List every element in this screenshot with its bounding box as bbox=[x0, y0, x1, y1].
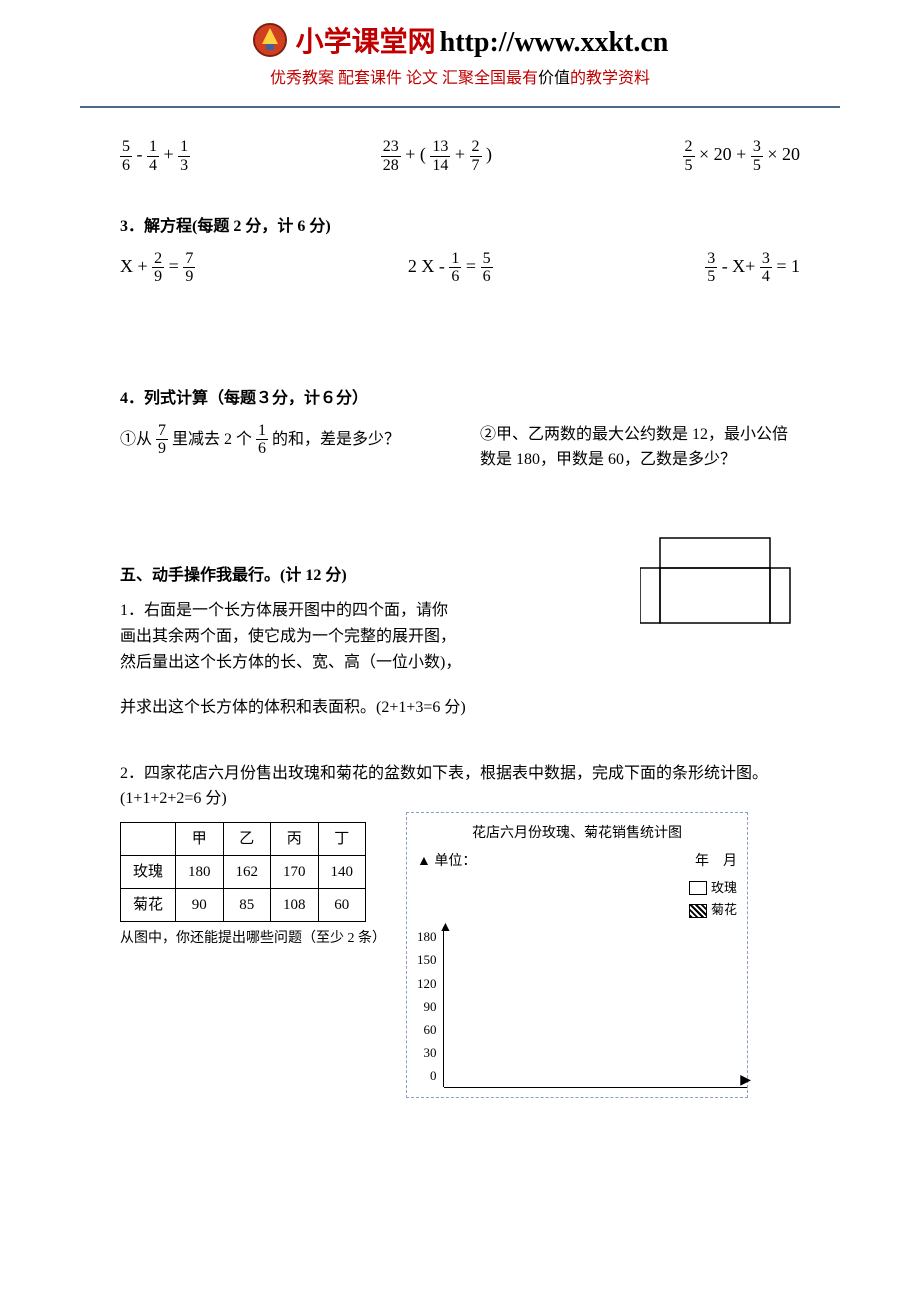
header-divider bbox=[80, 106, 840, 108]
eq-b: 2 X - 16 = 56 bbox=[408, 250, 493, 286]
header-title: 小学课堂网 http://www.xxkt.cn bbox=[296, 20, 669, 60]
eq-c: 35 - X+ 34 = 1 bbox=[705, 250, 800, 286]
expr-a: 56 - 14 + 13 bbox=[120, 138, 190, 174]
section-4-title: 4．列式计算（每题３分，计６分） bbox=[120, 386, 800, 412]
table-cell bbox=[121, 822, 176, 855]
bar-chart-template: 花店六月份玫瑰、菊花销售统计图 ▲ 单位： 年 月 玫瑰 菊花 180 150 … bbox=[406, 812, 748, 1098]
y-arrow-icon: ▲ bbox=[417, 854, 431, 869]
expression-row-1: 56 - 14 + 13 2328 + ( 1314 + 27 ) 25 × 2… bbox=[120, 138, 800, 174]
q5-1-l2: 画出其余两个面，使它成为一个完整的展开图， bbox=[120, 624, 620, 650]
table-cell: 丙 bbox=[271, 822, 319, 855]
y-arrowhead-icon: ▲ bbox=[439, 917, 453, 939]
table-row: 玫瑰 180 162 170 140 bbox=[121, 855, 366, 888]
table-cell: 乙 bbox=[223, 822, 271, 855]
page-header: 小学课堂网 http://www.xxkt.cn 优秀教案 配套课件 论文 汇聚… bbox=[0, 0, 920, 98]
table-cell: 85 bbox=[223, 888, 271, 921]
q4-1: ①从 79 里减去 2 个 16 的和，差是多少？ bbox=[120, 422, 440, 473]
eq-a: X + 29 = 79 bbox=[120, 250, 195, 286]
expr-c: 25 × 20 + 35 × 20 bbox=[683, 138, 800, 174]
q5-1-l1: 1．右面是一个长方体展开图中的四个面，请你 bbox=[120, 598, 620, 624]
table-cell: 甲 bbox=[176, 822, 224, 855]
table-cell: 180 bbox=[176, 855, 224, 888]
table-cell: 162 bbox=[223, 855, 271, 888]
x-arrowhead-icon: ▶ bbox=[740, 1070, 751, 1092]
section-3-title: 3．解方程(每题 2 分，计 6 分) bbox=[120, 214, 800, 240]
flower-data-table: 甲 乙 丙 丁 玫瑰 180 162 170 140 菊花 90 85 108 bbox=[120, 822, 366, 922]
table-cell: 菊花 bbox=[121, 888, 176, 921]
y-axis-ticks: 180 150 120 90 60 30 0 bbox=[417, 927, 443, 1087]
legend-rose-label: 玫瑰 bbox=[711, 878, 737, 899]
q5-2-note: 从图中，你还能提出哪些问题（至少 2 条） bbox=[120, 928, 386, 950]
page-content: 56 - 14 + 13 2328 + ( 1314 + 27 ) 25 × 2… bbox=[0, 138, 920, 1138]
table-row: 菊花 90 85 108 60 bbox=[121, 888, 366, 921]
section-4-body: ①从 79 里减去 2 个 16 的和，差是多少？ ②甲、乙两数的最大公约数是 … bbox=[120, 422, 800, 473]
chart-plot-area: ▲ ▶ bbox=[443, 927, 738, 1087]
q5-1-l4: 并求出这个长方体的体积和表面积。(2+1+3=6 分) bbox=[120, 695, 800, 721]
table-cell: 170 bbox=[271, 855, 319, 888]
q4-2: ②甲、乙两数的最大公约数是 12，最小公倍数是 180，甲数是 60，乙数是多少… bbox=[480, 422, 800, 473]
expr-b: 2328 + ( 1314 + 27 ) bbox=[381, 138, 492, 174]
legend-rose-icon bbox=[689, 881, 707, 895]
table-cell: 140 bbox=[318, 855, 366, 888]
header-subtitle: 优秀教案 配套课件 论文 汇聚全国最有价值的教学资料 bbox=[0, 64, 920, 88]
section-5-heading: 五、动手操作我最行。(计 12 分) bbox=[120, 563, 620, 589]
table-header-row: 甲 乙 丙 丁 bbox=[121, 822, 366, 855]
table-cell: 玫瑰 bbox=[121, 855, 176, 888]
chart-date-label: 年 月 bbox=[695, 851, 737, 873]
chart-unit-label: 单位： bbox=[434, 854, 476, 869]
section-5: 五、动手操作我最行。(计 12 分) 1．右面是一个长方体展开图中的四个面，请你… bbox=[120, 533, 800, 675]
table-cell: 60 bbox=[318, 888, 366, 921]
chart-title: 花店六月份玫瑰、菊花销售统计图 bbox=[417, 823, 737, 845]
legend-chrys-label: 菊花 bbox=[711, 900, 737, 921]
legend-chrys-icon bbox=[689, 904, 707, 918]
q5-2-intro: 2．四家花店六月份售出玫瑰和菊花的盆数如下表，根据表中数据，完成下面的条形统计图… bbox=[120, 761, 800, 812]
table-cell: 108 bbox=[271, 888, 319, 921]
section-3-body: X + 29 = 79 2 X - 16 = 56 35 - X+ 34 = 1 bbox=[120, 250, 800, 286]
logo-icon bbox=[252, 22, 288, 58]
chart-legend: 玫瑰 菊花 bbox=[689, 878, 737, 924]
q5-1-l3: 然后量出这个长方体的长、宽、高（一位小数)， bbox=[120, 650, 620, 676]
table-cell: 丁 bbox=[318, 822, 366, 855]
cuboid-net-diagram bbox=[640, 533, 800, 672]
table-cell: 90 bbox=[176, 888, 224, 921]
